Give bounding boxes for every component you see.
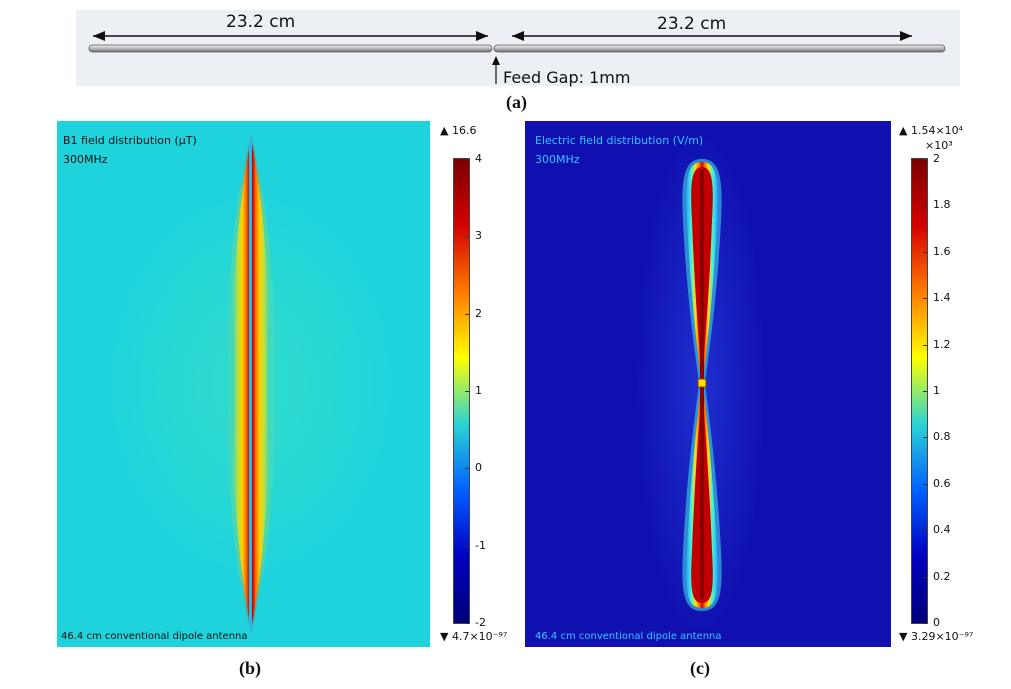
e-colorbar-tick-mark (923, 159, 927, 160)
b1-colorbar-tick-mark (465, 313, 469, 315)
e-map-title: Electric field distribution (V/m) (535, 134, 704, 147)
left-dimension-label: 23.2 cm (226, 12, 296, 32)
e-colorbar-tick-label: 1.8 (933, 198, 951, 212)
b1-colorbar-tick-mark (465, 545, 469, 547)
e-colorbar-scale: ×10³ (925, 139, 953, 152)
b1-colorbar-tick-label: 4 (475, 152, 482, 165)
e-map-frequency: 300MHz (535, 153, 580, 166)
electric-field-lobes (682, 159, 722, 611)
e-colorbar-tick-label: 0.8 (933, 430, 951, 444)
b1-colorbar-tick-label: 0 (475, 461, 482, 475)
b1-colorbar-tick-label: 1 (475, 384, 482, 397)
b1-colorbar-tick-mark (465, 159, 469, 160)
e-colorbar-tick-label: 0.6 (933, 476, 951, 490)
e-colorbar-tick-mark (923, 205, 927, 207)
e-map-caption: 46.4 cm conventional dipole antenna (535, 631, 722, 642)
b1-colorbar-tick-label: 2 (475, 306, 482, 320)
e-colorbar-tick-mark (923, 483, 927, 485)
figure-label-a: (a) (506, 92, 527, 112)
e-colorbar-tick-mark (923, 391, 927, 392)
b1-colorbar-tick-label: 3 (475, 229, 482, 243)
e-colorbar-min: ▼ 3.29×10⁻⁹⁷ (899, 630, 974, 643)
e-colorbar-tick-mark (923, 298, 927, 300)
b1-colorbar (453, 158, 470, 624)
b1-colorbar-tick-mark (465, 623, 469, 624)
dipole-left-arm (88, 44, 493, 53)
feed-gap-arrow (492, 56, 500, 84)
e-colorbar-tick-label: 1.6 (933, 244, 951, 258)
e-colorbar-tick-label: 2 (933, 152, 940, 165)
b1-map-frequency: 300MHz (63, 153, 108, 166)
e-colorbar-tick-mark (923, 530, 927, 532)
right-dimension-arrow (512, 31, 912, 41)
e-colorbar-tick-mark (923, 623, 927, 624)
e-colorbar-tick-mark (923, 576, 927, 578)
figure-label-b: (b) (239, 658, 261, 678)
e-colorbar-tick-label: 0.4 (933, 523, 951, 537)
e-colorbar (911, 158, 928, 624)
dipole-diagram (88, 31, 946, 84)
e-colorbar-tick-mark (923, 344, 927, 346)
e-colorbar-max: ▲ 1.54×10⁴ (899, 124, 964, 137)
left-dimension-arrow (93, 31, 488, 41)
b1-colorbar-max: ▲ 16.6 (440, 124, 477, 137)
b1-field-map: B1 field distribution (μT) 300MHz 46.4 c… (57, 121, 430, 647)
dipole-diagram-panel (76, 10, 960, 86)
figure-label-c: (c) (690, 658, 710, 678)
e-colorbar-tick-label: 1.4 (933, 291, 951, 305)
right-dimension-label: 23.2 cm (657, 14, 727, 34)
b1-colorbar-tick-mark (465, 236, 469, 238)
e-colorbar-tick-label: 1.2 (933, 337, 951, 351)
b1-colorbar-tick-label: -2 (475, 616, 486, 629)
e-colorbar-tick-mark (923, 437, 927, 439)
e-colorbar-tick-label: 0.2 (933, 569, 951, 583)
dipole-right-arm (493, 44, 946, 53)
b1-colorbar-tick-label: -1 (475, 538, 486, 552)
b1-field-lobe (225, 135, 277, 633)
b1-colorbar-tick-mark (465, 468, 469, 470)
e-colorbar-tick-label: 0 (933, 616, 940, 629)
b1-map-title: B1 field distribution (μT) (63, 134, 197, 147)
b1-colorbar-tick-mark (465, 391, 469, 392)
feed-gap-label: Feed Gap: 1mm (503, 68, 631, 87)
e-colorbar-tick-label: 1 (933, 384, 940, 397)
b1-colorbar-min: ▼ 4.7×10⁻⁹⁷ (440, 630, 508, 643)
b1-map-caption: 46.4 cm conventional dipole antenna (61, 631, 248, 642)
electric-field-map: Electric field distribution (V/m) 300MHz… (525, 121, 891, 647)
e-colorbar-tick-mark (923, 251, 927, 253)
